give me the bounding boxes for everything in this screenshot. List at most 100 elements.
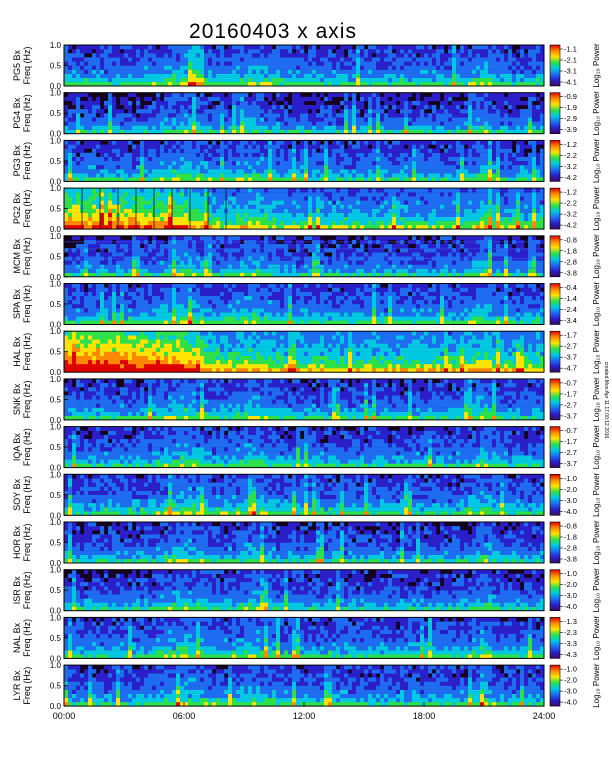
spectrogram-cell (296, 217, 300, 221)
spectrogram-cell (244, 205, 248, 209)
spectrogram-cell (196, 66, 200, 70)
spectrogram-cell (288, 126, 292, 130)
spectrogram-cell (168, 173, 172, 177)
spectrogram-cell (260, 101, 264, 105)
spectrogram-cell (148, 74, 152, 78)
spectrogram-cell (220, 105, 224, 109)
spectrogram-cell (436, 66, 440, 70)
spectrogram-cell (104, 153, 108, 157)
spectrogram-cell (476, 70, 480, 74)
spectrogram-cell (452, 49, 456, 53)
spectrogram-cell (280, 53, 284, 57)
spectrogram-cell (236, 93, 240, 97)
spectrogram-cell (76, 74, 80, 78)
spectrogram-cell (172, 121, 176, 125)
spectrogram-cell (256, 165, 260, 169)
spectrogram-cell (236, 188, 240, 192)
spectrogram-cell (312, 70, 316, 74)
spectrogram-cell (532, 66, 536, 70)
spectrogram-cell (136, 97, 140, 101)
spectrogram-cell (124, 244, 128, 248)
spectrogram-cell (488, 200, 492, 204)
spectrogram-cell (136, 161, 140, 165)
spectrogram-cell (292, 57, 296, 61)
spectrogram-cell (292, 117, 296, 121)
spectrogram-cell (304, 157, 308, 161)
spectrogram-cell (388, 70, 392, 74)
spectrogram-cell (140, 49, 144, 53)
spectrogram-cell (412, 45, 416, 49)
spectrogram-cell (220, 61, 224, 65)
spectrogram-cell (328, 109, 332, 113)
spectrogram-cell (180, 209, 184, 213)
spectrogram-cell (388, 149, 392, 153)
spectrogram-cell (172, 53, 176, 57)
spectrogram-cell (520, 66, 524, 70)
spectrogram-cell (308, 165, 312, 169)
spectrogram-cell (484, 157, 488, 161)
spectrogram-cell (492, 97, 496, 101)
spectrogram-cell (196, 165, 200, 169)
spectrogram-cell (260, 173, 264, 177)
spectrogram-cell (448, 93, 452, 97)
spectrogram-cell (176, 70, 180, 74)
spectrogram-cell (452, 61, 456, 65)
spectrogram-cell (232, 66, 236, 70)
spectrogram-cell (524, 113, 528, 117)
spectrogram-cell (504, 217, 508, 221)
spectrogram-cell (156, 165, 160, 169)
spectrogram-cell (92, 169, 96, 173)
spectrogram-cell (252, 93, 256, 97)
spectrogram-cell (252, 145, 256, 149)
spectrogram-cell (136, 66, 140, 70)
spectrogram-cell (140, 70, 144, 74)
spectrogram-cell (536, 192, 540, 196)
spectrogram-cell (352, 153, 356, 157)
spectrogram-cell (420, 74, 424, 78)
spectrogram-cell (156, 105, 160, 109)
spectrogram-cell (124, 165, 128, 169)
spectrogram-cell (480, 101, 484, 105)
spectrogram-cell (208, 217, 212, 221)
spectrogram-cell (88, 57, 92, 61)
spectrogram-cell (260, 49, 264, 53)
spectrogram-cell (180, 109, 184, 113)
spectrogram-cell (456, 205, 460, 209)
colorbar-tick-label: -2.9 (564, 114, 577, 123)
spectrogram-cell (352, 93, 356, 97)
spectrogram-cell (164, 105, 168, 109)
spectrogram-cell (356, 209, 360, 213)
spectrogram-cell (204, 49, 208, 53)
spectrogram-cell (308, 157, 312, 161)
spectrogram-cell (212, 173, 216, 177)
spectrogram-cell (92, 265, 96, 269)
spectrogram-cell (508, 126, 512, 130)
spectrogram-cell (236, 101, 240, 105)
spectrogram-cell (420, 145, 424, 149)
spectrogram-cell (208, 157, 212, 161)
spectrogram-cell (268, 97, 272, 101)
spectrogram-cell (328, 74, 332, 78)
spectrogram-cell (112, 260, 116, 264)
spectrogram-cell (400, 113, 404, 117)
spectrogram-cell (100, 169, 104, 173)
spectrogram-cell (188, 61, 192, 65)
spectrogram-cell (256, 140, 260, 144)
spectrogram-cell (224, 53, 228, 57)
spectrogram-cell (464, 221, 468, 225)
spectrogram-cell (200, 173, 204, 177)
spectrogram-cell (484, 57, 488, 61)
spectrogram-cell (124, 209, 128, 213)
spectrogram-cell (400, 173, 404, 177)
spectrogram-cell (264, 126, 268, 130)
spectrogram-cell (496, 157, 500, 161)
spectrogram-cell (100, 66, 104, 70)
spectrogram-cell (448, 49, 452, 53)
spectrogram-cell (460, 169, 464, 173)
spectrogram-cell (376, 93, 380, 97)
spectrogram-cell (440, 140, 444, 144)
spectrogram-cell (460, 117, 464, 121)
spectrogram-cell (348, 101, 352, 105)
colorbar-tick-label: -4.1 (564, 78, 577, 87)
spectrogram-cell (420, 121, 424, 125)
